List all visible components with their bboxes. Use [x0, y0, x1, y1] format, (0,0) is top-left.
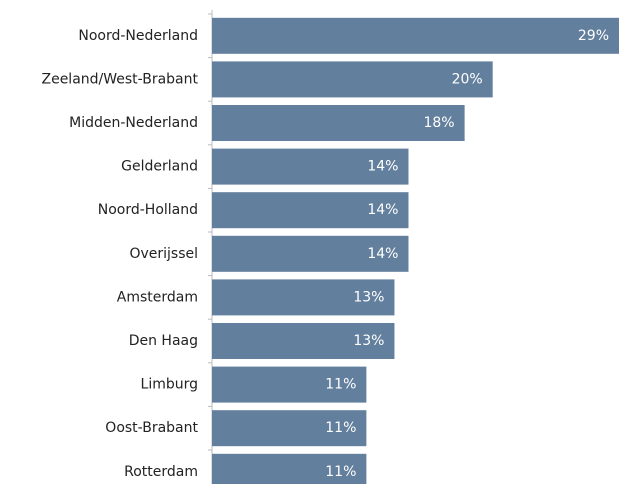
bar — [212, 17, 619, 54]
value-label: 11% — [325, 377, 356, 393]
category-label: Den Haag — [129, 333, 198, 349]
category-label: Limburg — [141, 377, 198, 393]
value-label: 20% — [452, 71, 483, 87]
bar — [212, 61, 493, 98]
value-label: 13% — [353, 333, 384, 349]
bar — [212, 410, 367, 447]
value-label: 13% — [353, 289, 384, 305]
category-label: Noord-Holland — [98, 202, 198, 218]
bar — [212, 105, 465, 141]
value-label: 18% — [423, 115, 454, 131]
bar — [212, 279, 395, 316]
category-label: Rotterdam — [124, 464, 198, 480]
category-label: Zeeland/West-Brabant — [41, 71, 198, 87]
bar — [212, 235, 409, 272]
category-label: Amsterdam — [117, 289, 198, 305]
category-label: Noord-Nederland — [78, 28, 198, 44]
category-label: Midden-Nederland — [69, 115, 198, 131]
category-label: Oost-Brabant — [105, 420, 198, 436]
value-label: 14% — [367, 159, 398, 175]
value-label: 14% — [367, 202, 398, 218]
bar — [212, 453, 367, 484]
value-label: 11% — [325, 464, 356, 480]
bar — [212, 192, 409, 229]
bar — [212, 148, 409, 185]
category-label: Overijssel — [129, 246, 198, 262]
bar — [212, 323, 395, 359]
value-label: 11% — [325, 420, 356, 436]
value-label: 14% — [367, 246, 398, 262]
value-label: 29% — [578, 28, 609, 44]
bar — [212, 366, 367, 403]
category-label: Gelderland — [121, 159, 198, 175]
